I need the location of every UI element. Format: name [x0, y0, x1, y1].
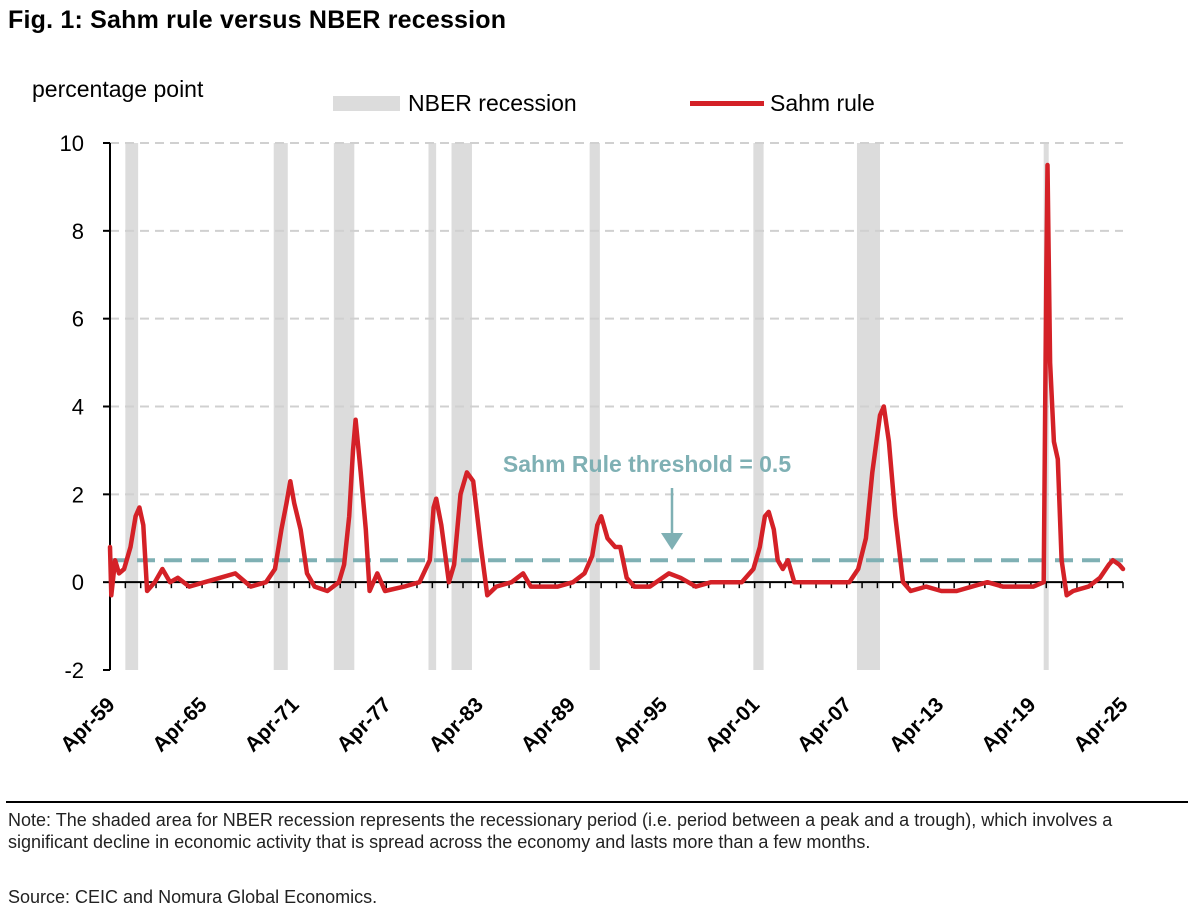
chart-plot: -2 0 2 4 6 8 10 Sahm Rule threshold = 0.5 Apr-59…	[56, 131, 1133, 757]
legend-item-recession: NBER recession	[333, 90, 577, 117]
chart-title: Fig. 1: Sahm rule versus NBER recession	[8, 6, 507, 34]
y-axis-unit-label: percentage point	[32, 76, 204, 102]
x-tick-label: Apr-01	[701, 693, 765, 757]
legend-item-sahm: Sahm rule	[690, 90, 875, 117]
x-tick-label: Apr-71	[240, 693, 304, 757]
y-tick-label: 6	[72, 307, 84, 332]
footer-source: Source: CEIC and Nomura Global Economics…	[8, 887, 378, 907]
y-tick-label: 10	[60, 131, 84, 156]
sahm-rule-line	[107, 162, 1126, 598]
recession-swatch	[333, 96, 400, 111]
annotation-arrowhead	[661, 533, 683, 550]
x-tick-label: Apr-95	[609, 693, 673, 757]
x-tick-label: Apr-77	[333, 693, 396, 756]
x-tick-label: Apr-89	[517, 693, 580, 756]
legend-label-recession: NBER recession	[408, 90, 577, 116]
y-tick-label: 8	[72, 219, 84, 244]
x-tick-label: Apr-83	[425, 693, 488, 756]
threshold-annotation: Sahm Rule threshold = 0.5	[503, 451, 791, 477]
recession-band	[333, 143, 355, 670]
footer-divider	[6, 801, 1188, 803]
y-tick-label: 0	[72, 570, 84, 595]
footer-note: Note: The shaded area for NBER recession…	[8, 810, 1113, 852]
x-tick-label: Apr-07	[793, 693, 856, 756]
legend-label-sahm: Sahm rule	[770, 90, 875, 116]
sahm-swatch	[690, 101, 764, 106]
x-tick-label: Apr-19	[977, 693, 1040, 756]
x-tick-label: Apr-13	[885, 693, 948, 756]
y-tick-label: 4	[72, 395, 84, 420]
y-tick-label: 2	[72, 482, 84, 507]
y-tick-label: -2	[64, 658, 84, 683]
x-tick-label: Apr-59	[56, 693, 119, 756]
x-tick-label: Apr-65	[148, 693, 212, 757]
x-tick-label: Apr-25	[1069, 693, 1133, 757]
